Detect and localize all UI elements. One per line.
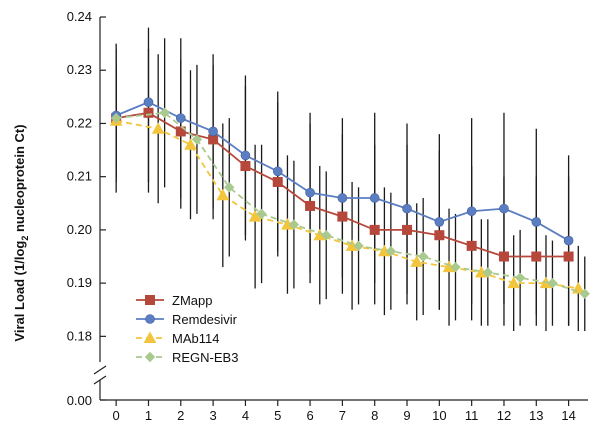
data-point-remdesivir [369,193,380,203]
data-point-regn-eb3 [482,267,494,278]
data-point-remdesivir [337,193,348,203]
legend-label-zmapp: ZMapp [172,293,212,308]
legend-label-regn-eb3: REGN-EB3 [172,350,238,365]
y-axis-label-prefix: Viral Load (1/log [12,241,27,342]
data-point-zmapp [466,240,477,251]
data-point-zmapp [337,211,348,222]
data-point-regn-eb3 [514,272,526,284]
data-point-mab114 [507,276,521,289]
data-point-zmapp [143,107,154,118]
x-tick-label: 13 [529,408,543,423]
legend-marker-remdesivir [145,314,155,324]
x-tick-label: 10 [432,408,446,423]
y-axis-break-mark-1 [93,365,107,375]
data-point-regn-eb3 [288,219,300,230]
x-tick-label: 14 [561,408,575,423]
series-line-regn-eb3 [116,111,586,295]
legend-marker-regn-eb3 [144,351,156,363]
data-point-regn-eb3 [321,230,332,241]
x-tick-label: 2 [177,408,184,423]
y-tick-label: 0.19 [67,275,92,290]
data-point-zmapp [531,251,542,262]
legend-label-remdesivir: Remdesivir [172,312,238,327]
data-point-zmapp [434,230,445,241]
x-tick-label: 11 [465,408,479,423]
data-point-remdesivir [563,235,574,246]
data-point-remdesivir [240,150,251,161]
data-point-zmapp [305,200,316,211]
data-point-zmapp [272,177,283,187]
y-tick-label: 0.23 [67,62,92,77]
data-point-mab114 [151,122,165,134]
data-point-regn-eb3 [191,134,203,145]
legend-marker-zmapp [145,295,155,305]
data-point-regn-eb3 [256,208,267,220]
data-point-zmapp [240,161,251,172]
legend-marker-mab114 [143,331,157,343]
data-point-regn-eb3 [353,240,364,252]
data-point-regn-eb3 [450,261,461,273]
data-point-regn-eb3 [417,251,429,262]
legend-label-mab114: MAb114 [172,331,219,346]
data-point-remdesivir [272,166,283,177]
data-point-regn-eb3 [547,277,558,289]
data-point-mab114 [248,210,262,222]
data-point-zmapp [402,224,413,235]
data-point-mab114 [216,188,230,201]
y-axis-label-suffix: nucleoprotein Ct) [12,124,27,235]
data-point-remdesivir [402,203,412,214]
x-tick-label: 8 [371,408,378,423]
data-point-regn-eb3 [224,182,235,193]
x-tick-label: 9 [403,408,410,423]
x-tick-label: 3 [209,408,216,423]
data-point-remdesivir [143,97,154,107]
x-tick-label: 5 [274,408,281,423]
x-tick-label: 1 [145,408,152,423]
x-tick-label: 7 [339,408,346,423]
data-point-remdesivir [175,113,186,123]
data-point-remdesivir [305,187,315,198]
y-tick-label: 0.21 [67,169,92,184]
y-tick-label-zero: 0.00 [67,393,92,408]
data-point-remdesivir [466,206,477,217]
data-point-mab114 [410,255,424,267]
x-tick-label: 6 [306,408,313,423]
y-axis-label: Viral Load (1/log2 nucleoprotein Ct) [12,124,30,341]
y-axis-break-mark-2 [93,375,107,385]
data-point-regn-eb3 [159,107,170,119]
data-point-zmapp [208,134,219,145]
data-point-zmapp [369,224,380,235]
data-point-zmapp [498,251,509,262]
y-tick-label: 0.24 [67,9,92,24]
y-axis-label-subscript: 2 [20,236,30,241]
data-point-remdesivir [434,217,445,227]
data-point-remdesivir [499,203,509,214]
data-point-mab114 [184,138,197,150]
data-point-remdesivir [208,126,218,137]
y-tick-label: 0.20 [67,222,92,237]
x-tick-label: 4 [242,408,249,423]
y-tick-label: 0.22 [67,115,92,130]
x-tick-label: 12 [497,408,511,423]
data-point-remdesivir [531,217,542,227]
data-point-regn-eb3 [385,245,397,257]
data-point-zmapp [563,251,574,262]
series-line-mab114 [115,119,579,290]
y-tick-label: 0.18 [67,328,92,343]
data-point-regn-eb3 [110,112,122,124]
data-point-regn-eb3 [579,288,590,299]
x-tick-label: 0 [113,408,120,423]
